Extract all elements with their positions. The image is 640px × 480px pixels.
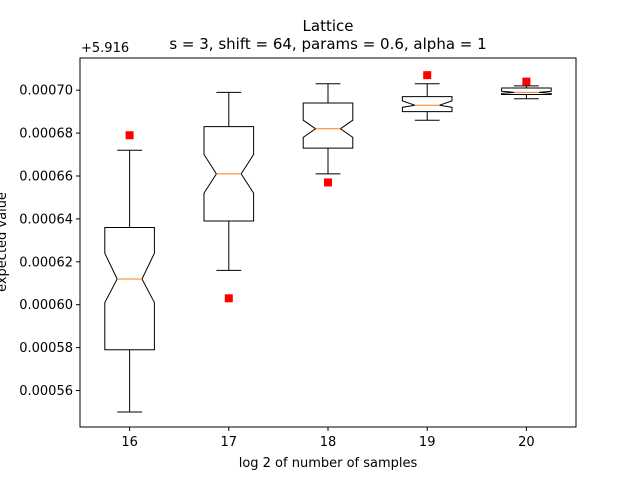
box-body	[401, 96, 453, 113]
box-body	[203, 126, 255, 222]
y-tick-label: 0.00070	[19, 84, 73, 99]
y-tick-label: 0.00060	[19, 298, 73, 313]
red-marker	[324, 178, 332, 187]
red-marker	[423, 71, 432, 80]
x-tick-label: 16	[121, 435, 138, 450]
red-marker	[125, 131, 134, 140]
y-tick-label: 0.00058	[19, 341, 73, 356]
y-tick-label: 0.00066	[19, 169, 73, 184]
y-axis-title: expected value	[0, 192, 10, 292]
y-tick-label: 0.00062	[19, 255, 73, 270]
chart-title: Lattice	[303, 17, 354, 35]
x-axis-title: log 2 of number of samples	[239, 456, 418, 471]
y-axis-ticks: 0.00056 0.00058 0.00060 0.00062 0.00064 0.000…	[19, 84, 80, 399]
x-tick-label: 17	[221, 435, 238, 450]
chart-subtitle: s = 3, shift = 64, params = 0.6, alpha =…	[169, 35, 486, 53]
x-tick-label: 20	[518, 435, 535, 450]
box-body	[501, 87, 552, 95]
y-tick-label: 0.00064	[19, 212, 73, 227]
red-marker	[522, 77, 531, 86]
boxes-group	[104, 83, 552, 413]
box-body	[104, 226, 155, 351]
x-tick-label: 18	[320, 435, 337, 450]
x-axis-ticks: 16 17 18 19 20	[121, 427, 535, 450]
y-tick-label: 0.00056	[19, 384, 73, 399]
y-tick-label: 0.00068	[19, 127, 73, 142]
box-body	[302, 102, 354, 149]
red-marker	[224, 294, 233, 303]
y-offset-label: +5.916	[81, 41, 129, 56]
x-tick-label: 19	[419, 435, 436, 450]
markers-group	[125, 71, 531, 303]
